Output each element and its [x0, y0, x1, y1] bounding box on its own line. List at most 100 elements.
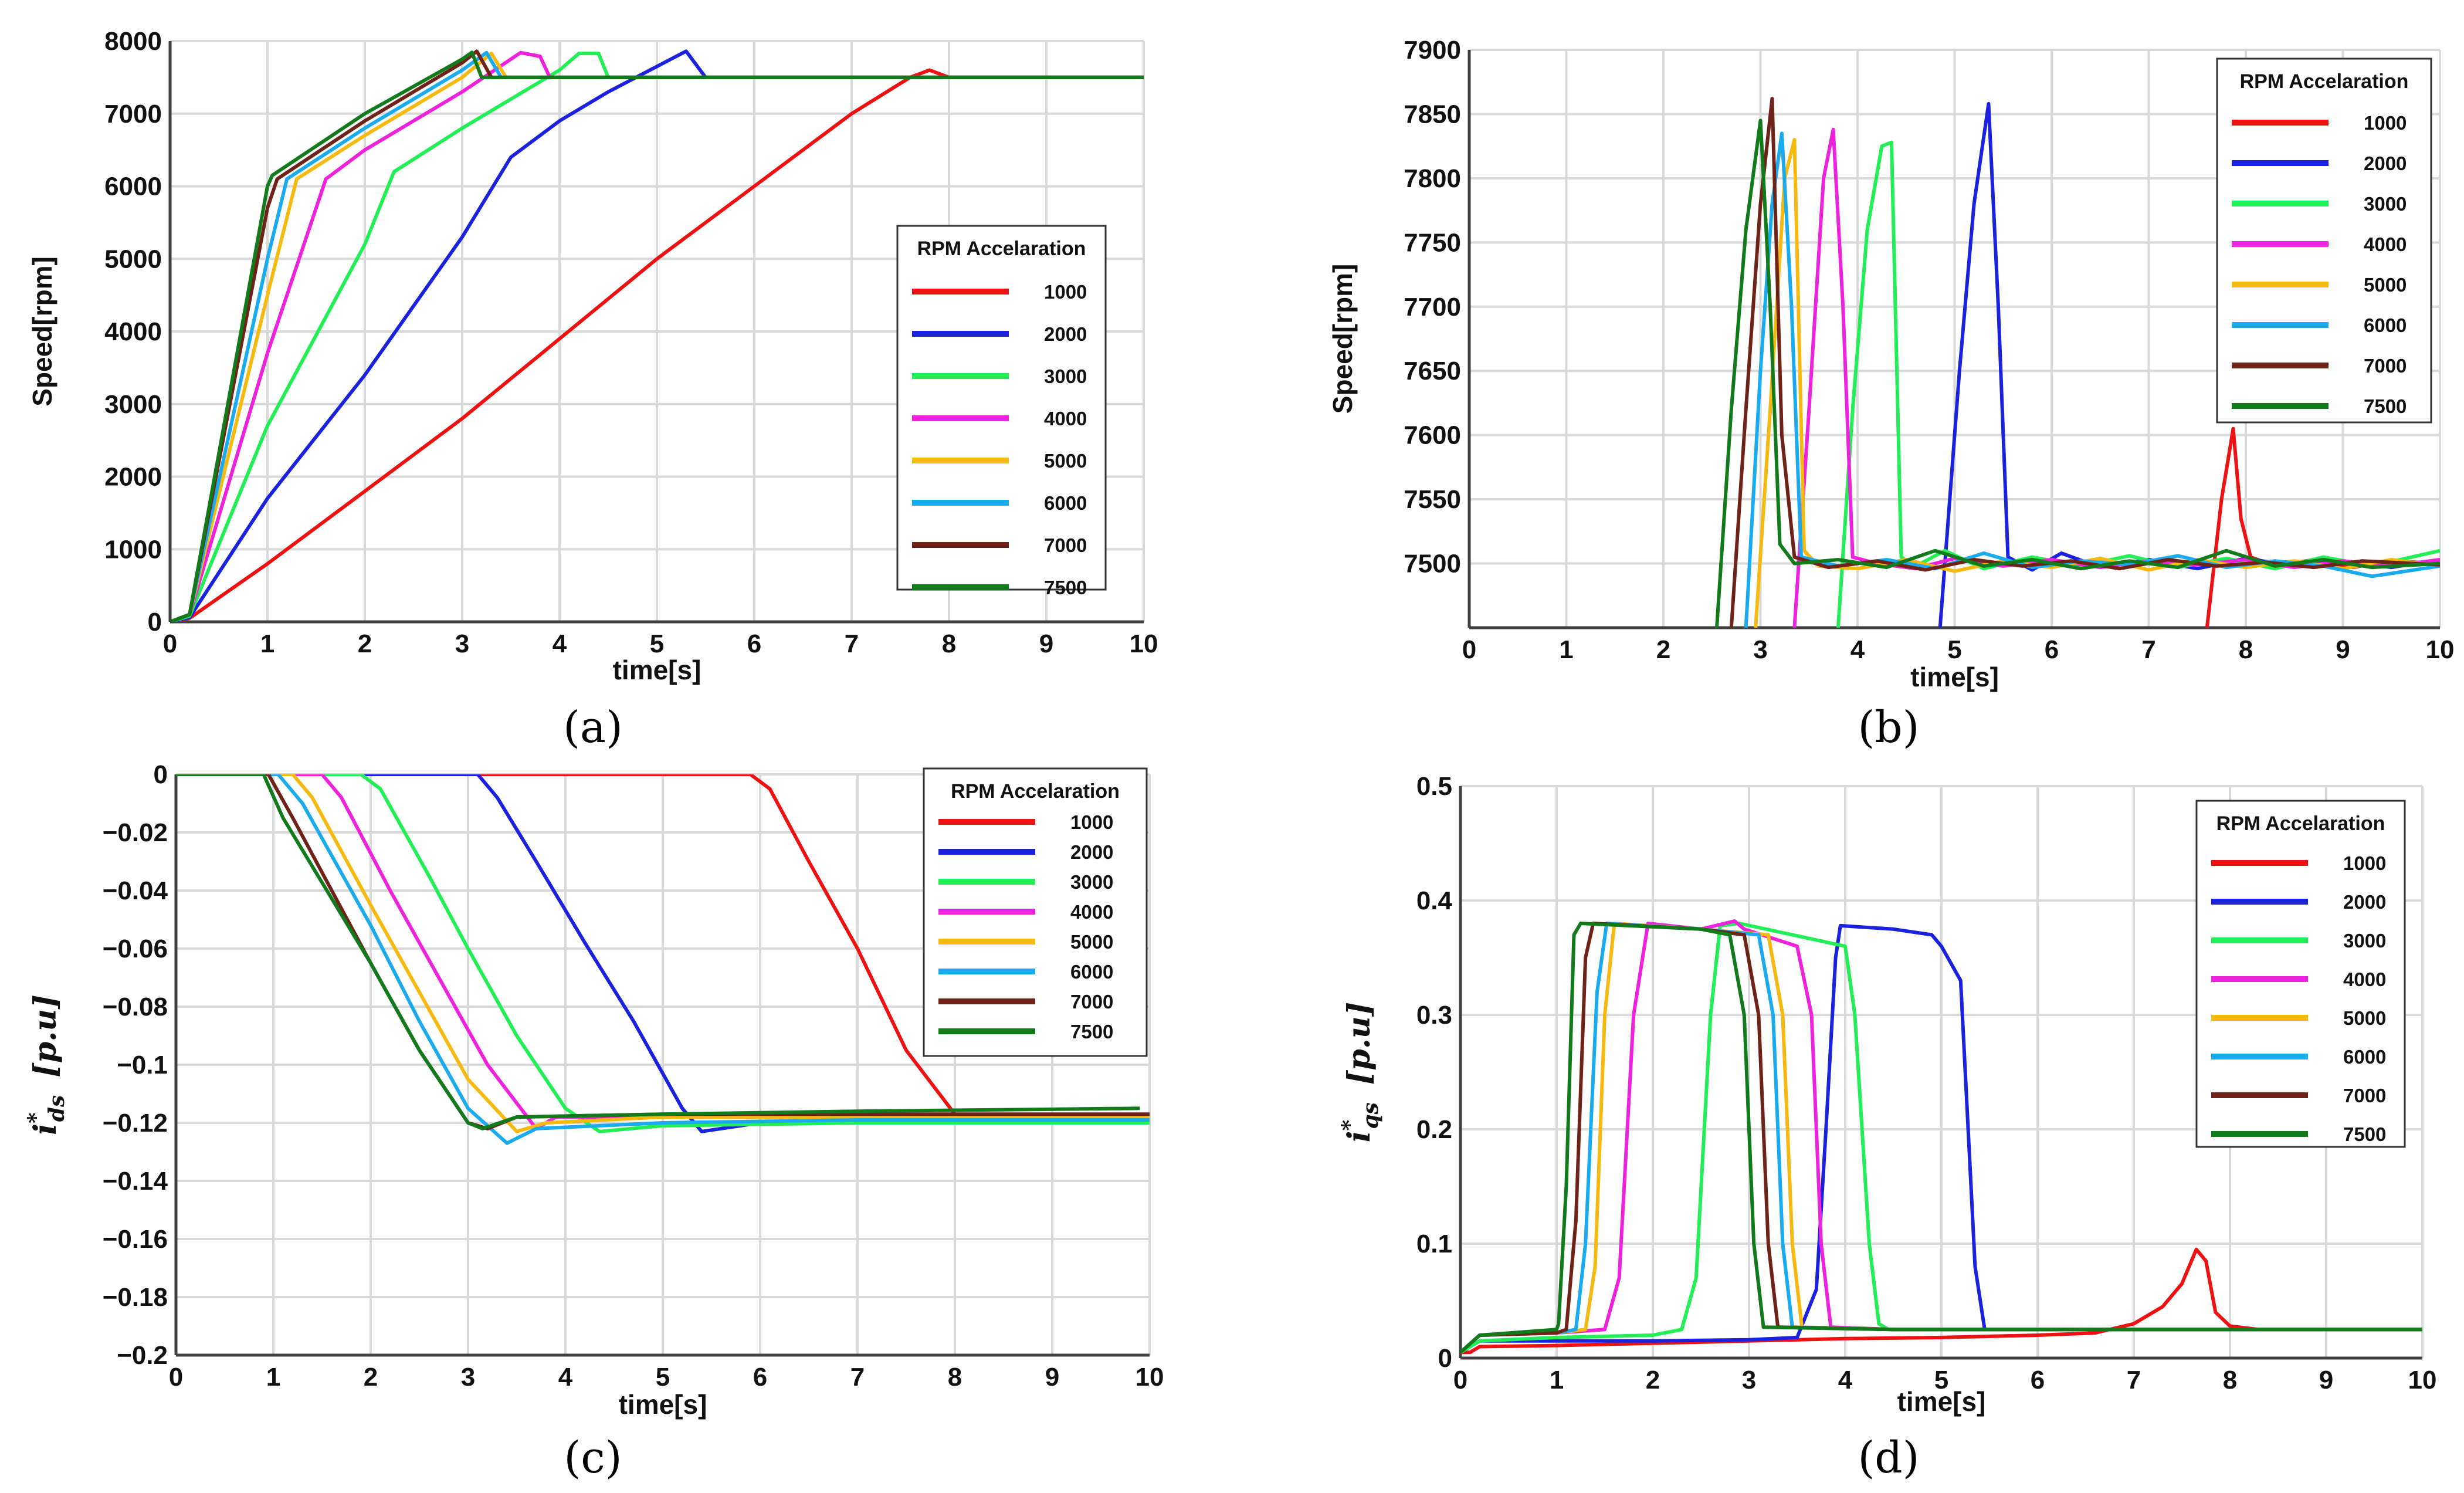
y-axis-label: Speed[rpm] — [1327, 264, 1358, 414]
legend-label-3000: 3000 — [1044, 365, 1087, 387]
series-line-5000 — [1754, 138, 2440, 628]
legend-label-1000: 1000 — [1070, 811, 1113, 833]
y-tick-label: 7650 — [1404, 357, 1461, 385]
y-tick-label: −0.2 — [117, 1341, 168, 1370]
x-tick-label: 2 — [1646, 1366, 1660, 1394]
x-tick-label: 4 — [1838, 1366, 1853, 1394]
x-tick-label: 0 — [169, 1363, 183, 1392]
legend-label-6000: 6000 — [2364, 314, 2407, 336]
y-tick-label: 3000 — [104, 390, 162, 419]
legend-title: RPM Accelaration — [917, 238, 1086, 260]
y-tick-label: −0.14 — [103, 1167, 168, 1196]
legend: RPM Accelaration 1000 2000 3000 4000 5000 6000… — [923, 767, 1148, 1057]
y-tick-label: 7900 — [1404, 36, 1461, 65]
y-tick-label: 4000 — [104, 317, 162, 346]
y-tick-label: 0.2 — [1416, 1115, 1452, 1144]
legend-box — [2216, 57, 2432, 424]
legend: RPM Accelaration 1000 2000 3000 4000 5000 6000… — [2216, 57, 2432, 424]
x-tick-label: 2 — [358, 629, 372, 658]
legend-label-7000: 7000 — [2364, 355, 2407, 377]
series-line-7500 — [176, 774, 1140, 1130]
x-tick-label: 10 — [2426, 635, 2455, 664]
y-tick-label: −0.04 — [103, 876, 168, 905]
legend-label-5000: 5000 — [1044, 450, 1087, 472]
legend-title: RPM Accelaration — [2216, 812, 2385, 835]
legend-label-1000: 1000 — [1044, 281, 1087, 303]
series-line-3000 — [176, 774, 1150, 1133]
x-tick-label: 7 — [2127, 1366, 2141, 1394]
x-axis-label: time[s] — [613, 655, 701, 685]
legend-label-6000: 6000 — [1070, 961, 1113, 983]
legend-label-2000: 2000 — [1070, 841, 1113, 863]
chart-panel-d: 0 1 2 3 4 5 6 7 8 9 10 0 0.1 0.2 0.3 0.4 0.5 time[s] i*qs[… — [1337, 772, 2436, 1483]
series-line-1000 — [170, 68, 1144, 622]
legend-label-5000: 5000 — [2364, 274, 2407, 296]
x-tick-label: 6 — [2045, 635, 2059, 664]
y-tick-label: 6000 — [104, 172, 162, 201]
series-line-2000 — [170, 49, 1144, 622]
y-tick-label: 1000 — [104, 535, 162, 564]
x-tick-label: 3 — [455, 629, 469, 658]
series-line-3000 — [170, 52, 1144, 622]
x-tick-label: 10 — [2408, 1366, 2437, 1394]
legend-label-6000: 6000 — [2343, 1046, 2386, 1068]
legend-label-2000: 2000 — [2364, 153, 2407, 174]
x-tick-label: 5 — [1934, 1366, 1948, 1394]
legend-box — [2195, 800, 2406, 1148]
y-tick-label: −0.16 — [103, 1225, 168, 1254]
x-tick-label: 9 — [2336, 635, 2350, 664]
legend-label-7500: 7500 — [2343, 1123, 2386, 1145]
x-tick-label: 7 — [850, 1363, 865, 1392]
y-tick-label: 0 — [154, 760, 168, 789]
x-tick-label: 6 — [747, 629, 761, 658]
series-line-6000 — [176, 774, 1150, 1145]
legend-box — [896, 225, 1107, 591]
y-tick-label: −0.08 — [103, 993, 168, 1021]
x-tick-label: 8 — [2223, 1366, 2237, 1394]
series-line-7500 — [170, 50, 1144, 622]
series-line-6000 — [170, 50, 1144, 622]
y-axis-label: Speed[rpm] — [27, 256, 57, 407]
panel-caption: (a) — [563, 702, 623, 753]
y-tick-label: −0.12 — [103, 1109, 168, 1137]
legend-label-1000: 1000 — [2364, 112, 2407, 134]
legend-label-3000: 3000 — [2364, 193, 2407, 215]
y-tick-label: 2000 — [104, 463, 162, 492]
series-line-4000 — [1792, 127, 2440, 628]
y-tick-label: 7850 — [1404, 100, 1461, 128]
legend: RPM Accelaration 1000 2000 3000 4000 5000 6000… — [896, 225, 1107, 598]
y-tick-label: 7750 — [1404, 228, 1461, 257]
legend-label-4000: 4000 — [2343, 969, 2386, 990]
y-tick-label: 8000 — [104, 27, 162, 56]
x-tick-label: 3 — [1742, 1366, 1756, 1394]
y-tick-label: 0.4 — [1416, 886, 1453, 915]
x-axis-label: time[s] — [1897, 1386, 1986, 1417]
legend-label-2000: 2000 — [2343, 891, 2386, 913]
x-tick-label: 0 — [1453, 1366, 1467, 1394]
legend-label-7000: 7000 — [1044, 534, 1087, 556]
series-line-7500 — [1460, 922, 2422, 1354]
legend-label-7500: 7500 — [1070, 1021, 1113, 1042]
legend-title: RPM Accelaration — [951, 780, 1120, 803]
x-axis-label: time[s] — [619, 1389, 707, 1420]
legend-label-5000: 5000 — [1070, 931, 1113, 953]
series-line-5000 — [170, 52, 1144, 622]
x-tick-label: 0 — [1462, 635, 1476, 664]
x-tick-label: 9 — [1045, 1363, 1059, 1392]
x-tick-label: 5 — [1947, 635, 1961, 664]
legend-label-5000: 5000 — [2343, 1007, 2386, 1029]
y-tick-label: 0.5 — [1416, 772, 1452, 801]
y-tick-label: 0 — [1438, 1344, 1452, 1373]
x-tick-label: 5 — [650, 629, 664, 658]
y-tick-label: 5000 — [104, 245, 162, 273]
x-tick-label: 6 — [753, 1363, 767, 1392]
legend-label-7500: 7500 — [2364, 395, 2407, 417]
legend-label-2000: 2000 — [1044, 323, 1087, 345]
x-tick-label: 3 — [1753, 635, 1767, 664]
legend-label-3000: 3000 — [2343, 930, 2386, 952]
y-tick-label: 0.1 — [1416, 1230, 1452, 1258]
x-tick-label: 8 — [2239, 635, 2253, 664]
series-line-4000 — [170, 50, 1144, 622]
series-line-6000 — [1744, 131, 2440, 628]
